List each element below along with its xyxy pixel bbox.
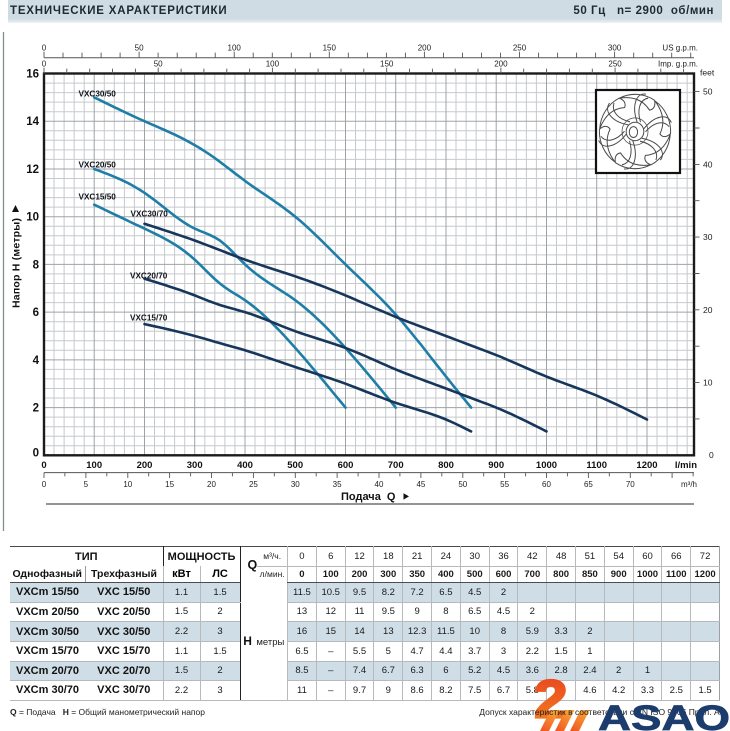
svg-text:0: 0 — [42, 60, 47, 69]
svg-text:VXC30/50: VXC30/50 — [79, 90, 117, 99]
svg-text:200: 200 — [137, 460, 153, 471]
svg-text:300: 300 — [608, 44, 622, 53]
svg-text:l/min: l/min — [675, 460, 697, 471]
svg-text:Подача Q: Подача Q — [341, 491, 396, 503]
svg-text:1200: 1200 — [636, 460, 657, 471]
svg-text:feet: feet — [700, 68, 715, 78]
svg-text:VXC20/70: VXC20/70 — [130, 272, 168, 281]
svg-text:200: 200 — [494, 60, 508, 69]
svg-text:45: 45 — [416, 480, 425, 489]
svg-text:5: 5 — [84, 480, 89, 489]
svg-text:2: 2 — [33, 403, 39, 415]
svg-text:VXC15/70: VXC15/70 — [130, 314, 168, 323]
svg-text:0: 0 — [42, 480, 47, 489]
svg-text:100: 100 — [228, 44, 242, 53]
svg-text:ASAO: ASAO — [598, 699, 730, 731]
svg-text:Напор H (метры): Напор H (метры) — [11, 218, 23, 308]
svg-text:0: 0 — [709, 450, 714, 460]
svg-text:10: 10 — [26, 212, 39, 224]
svg-text:700: 700 — [388, 460, 404, 471]
svg-text:40: 40 — [703, 159, 713, 169]
svg-text:0: 0 — [42, 44, 47, 53]
svg-text:100: 100 — [266, 60, 280, 69]
svg-text:400: 400 — [237, 460, 253, 471]
svg-text:30: 30 — [291, 480, 300, 489]
svg-text:35: 35 — [333, 480, 342, 489]
svg-text:50: 50 — [703, 87, 713, 97]
svg-text:US g.p.m.: US g.p.m. — [662, 44, 698, 53]
svg-text:Imp. g.p.m.: Imp. g.p.m. — [658, 60, 698, 69]
svg-text:900: 900 — [488, 460, 504, 471]
svg-text:1100: 1100 — [586, 460, 607, 471]
svg-text:10: 10 — [123, 480, 132, 489]
svg-text:50: 50 — [458, 480, 467, 489]
svg-text:55: 55 — [500, 480, 509, 489]
svg-text:70: 70 — [626, 480, 635, 489]
svg-text:40: 40 — [375, 480, 384, 489]
svg-text:50: 50 — [135, 44, 144, 53]
svg-text:16: 16 — [26, 69, 39, 81]
svg-text:60: 60 — [542, 480, 551, 489]
svg-text:600: 600 — [338, 460, 354, 471]
svg-text:65: 65 — [584, 480, 593, 489]
svg-text:50: 50 — [154, 60, 163, 69]
svg-text:10: 10 — [703, 378, 713, 388]
svg-text:100: 100 — [86, 460, 102, 471]
svg-text:12: 12 — [26, 164, 39, 176]
svg-text:14: 14 — [26, 116, 39, 128]
svg-text:150: 150 — [380, 60, 394, 69]
svg-text:300: 300 — [187, 460, 203, 471]
svg-text:800: 800 — [438, 460, 454, 471]
svg-text:250: 250 — [608, 60, 622, 69]
svg-text:0: 0 — [41, 460, 46, 471]
svg-text:1000: 1000 — [536, 460, 557, 471]
svg-text:0: 0 — [33, 448, 39, 460]
svg-text:m³/h: m³/h — [681, 480, 697, 489]
svg-text:30: 30 — [703, 232, 713, 242]
svg-text:25: 25 — [249, 480, 258, 489]
svg-text:6: 6 — [33, 307, 39, 319]
svg-text:20: 20 — [703, 305, 713, 315]
svg-text:250: 250 — [513, 44, 527, 53]
svg-text:4: 4 — [33, 355, 40, 367]
svg-text:VXC30/70: VXC30/70 — [131, 210, 169, 219]
svg-text:VXC15/50: VXC15/50 — [79, 193, 117, 202]
svg-text:8: 8 — [33, 259, 40, 271]
svg-text:15: 15 — [165, 480, 174, 489]
svg-text:150: 150 — [323, 44, 337, 53]
svg-text:500: 500 — [287, 460, 303, 471]
svg-text:VXC20/50: VXC20/50 — [79, 161, 117, 170]
svg-text:20: 20 — [207, 480, 216, 489]
svg-text:200: 200 — [418, 44, 432, 53]
